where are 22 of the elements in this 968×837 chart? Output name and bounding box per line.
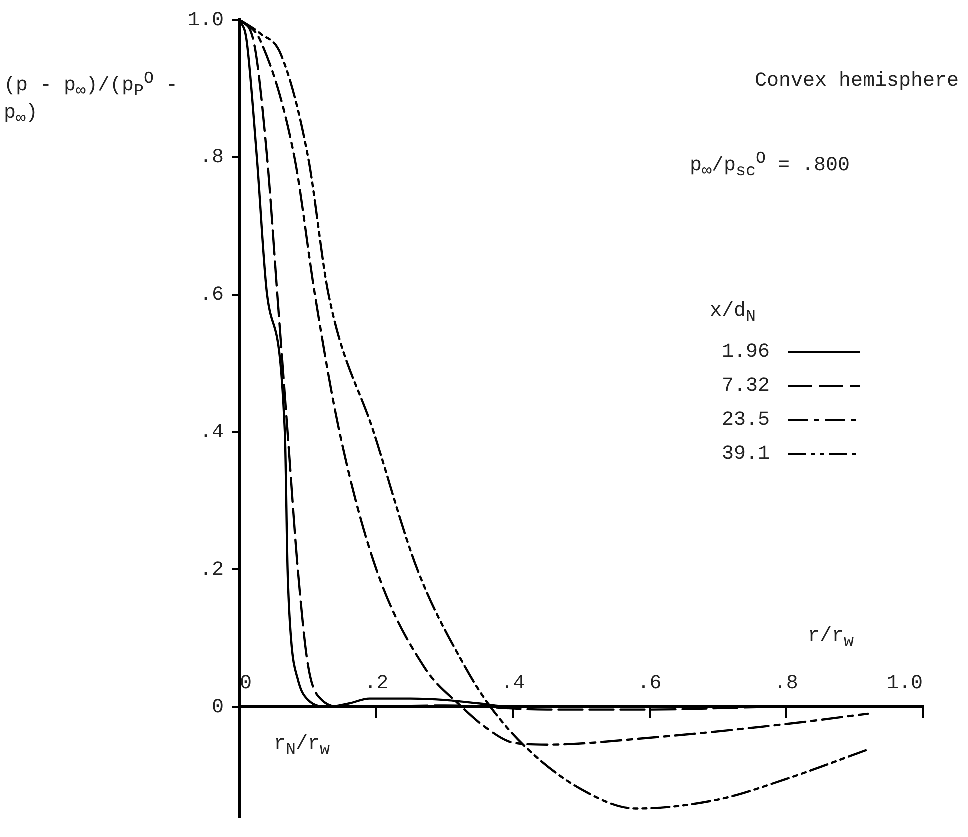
- x-axis-title: r/r$_{w}$: [808, 625, 854, 652]
- legend-label: 7.32: [720, 374, 770, 398]
- y-tick-label: .4: [200, 422, 224, 445]
- x-tick-label: .8: [774, 672, 798, 696]
- annotation: Convex hemisphere: [755, 70, 960, 93]
- legend-label: 23.5: [720, 408, 770, 432]
- legend-label: 39.1: [720, 442, 770, 466]
- y-tick-label: .2: [200, 558, 224, 582]
- y-tick-label: .6: [200, 284, 224, 308]
- y-tick-label: 0: [212, 696, 224, 720]
- annotation: p$_{∞}$/p$_{sc}$$^{O}$ = .800: [690, 150, 850, 182]
- x-tick-label: 0: [240, 672, 252, 696]
- x-tick-label: .2: [364, 672, 389, 696]
- text: (p - p$_{∞}$)/(p$_{P}$$^{O}$ - p$_{∞}$): [4, 70, 178, 129]
- y-tick-label: .8: [200, 146, 224, 170]
- x-tick-label: .4: [501, 672, 526, 696]
- x-tick-label: .6: [638, 672, 662, 696]
- legend-label: 1.96: [720, 340, 770, 364]
- x-tick-label: 1.0: [886, 672, 923, 696]
- annotation: r$_{N}$/r$_{w}$: [274, 733, 330, 760]
- legend-title: x/d$_{N}$: [710, 300, 758, 327]
- y-tick-label: 1.0: [188, 9, 224, 32]
